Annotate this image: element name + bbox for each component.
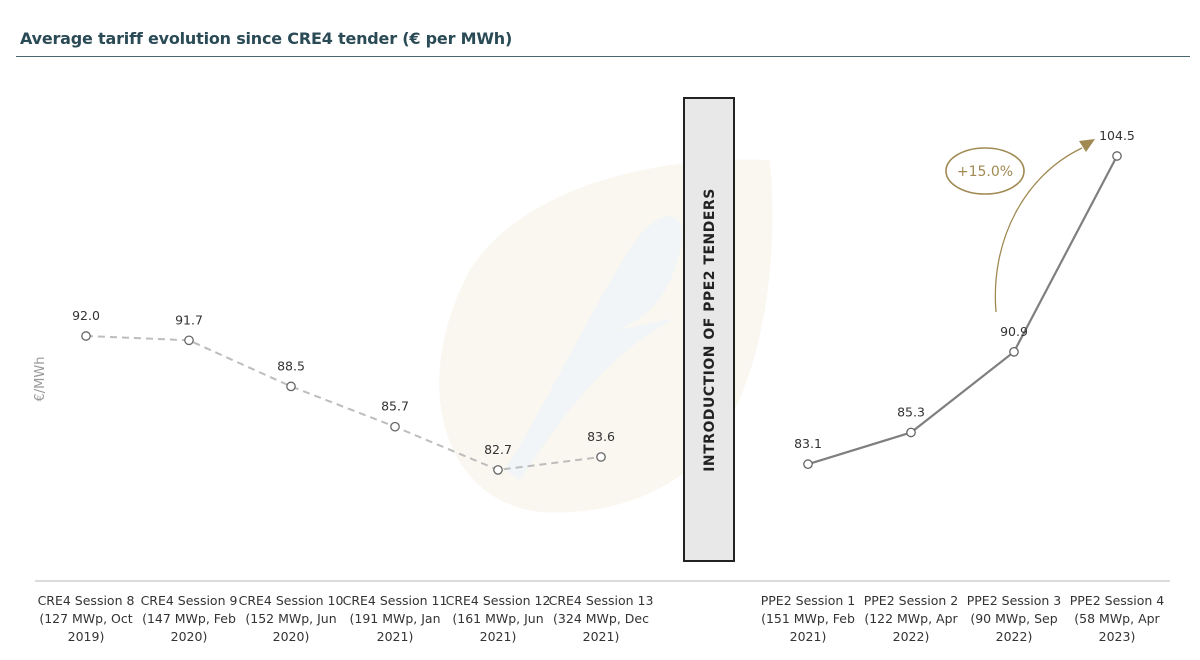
y-axis-label: €/MWh bbox=[33, 357, 48, 402]
x-tick-label-line: (147 MWp, Feb bbox=[142, 611, 236, 626]
banner-box bbox=[683, 97, 735, 562]
data-point bbox=[81, 331, 91, 341]
x-tick-label: PPE2 Session 4 (58 MWp, Apr 2023) bbox=[1070, 593, 1165, 644]
x-tick-label-line: 2022) bbox=[893, 629, 930, 644]
data-point bbox=[596, 452, 606, 462]
x-tick-label: CRE4 Session 8 (127 MWp, Oct 2019) bbox=[38, 593, 135, 644]
banner-label: INTRODUCTION OF PPE2 TENDERS bbox=[702, 188, 718, 472]
data-point bbox=[1009, 346, 1019, 357]
growth-oval bbox=[945, 147, 1025, 195]
data-label: 83.6 bbox=[587, 429, 615, 444]
x-tick-label-line: (151 MWp, Feb bbox=[761, 611, 855, 626]
watermark-stroke bbox=[505, 216, 683, 480]
x-tick-label-line: 2022) bbox=[996, 629, 1033, 644]
x-tick-label-line: 2020) bbox=[171, 629, 208, 644]
x-tick-label: CRE4 Session 9 (147 MWp, Feb 2020) bbox=[141, 593, 238, 644]
data-point bbox=[390, 421, 400, 432]
data-label: 104.5 bbox=[1099, 128, 1135, 143]
data-point bbox=[286, 381, 296, 392]
x-tick-label-line: (122 MWp, Apr bbox=[864, 611, 958, 626]
growth-label: +15.0% bbox=[957, 164, 1013, 180]
data-label: 83.1 bbox=[794, 436, 822, 451]
series-line-2 bbox=[807, 155, 1118, 466]
x-tick-label-line: (90 MWp, Sep bbox=[970, 611, 1057, 626]
data-point bbox=[1112, 151, 1122, 161]
data-label: 85.3 bbox=[897, 404, 925, 419]
x-tick-label: CRE4 Session 10 (152 MWp, Jun 2020) bbox=[239, 593, 344, 644]
x-tick-label-line: CRE4 Session 9 bbox=[141, 593, 238, 608]
x-tick-label-line: (191 MWp, Jan bbox=[349, 611, 440, 626]
series-line-1 bbox=[85, 335, 602, 471]
data-label: 85.7 bbox=[381, 399, 409, 414]
x-tick-label-line: PPE2 Session 3 bbox=[967, 593, 1062, 608]
x-tick-label-line: PPE2 Session 4 bbox=[1070, 593, 1165, 608]
chart-title: Average tariff evolution since CRE4 tend… bbox=[20, 29, 513, 48]
x-tick-label: PPE2 Session 1 (151 MWp, Feb 2021) bbox=[761, 593, 856, 644]
data-point bbox=[184, 335, 194, 346]
x-tick-label-line: 2021) bbox=[480, 629, 517, 644]
data-point bbox=[493, 465, 503, 475]
x-tick-label-line: 2021) bbox=[377, 629, 414, 644]
x-tick-label: CRE4 Session 12 (161 MWp, Jun 2021) bbox=[446, 593, 551, 644]
title-divider bbox=[16, 56, 1190, 57]
x-tick-label-line: 2023) bbox=[1099, 629, 1136, 644]
x-tick-label-line: 2019) bbox=[68, 629, 105, 644]
x-tick-label-line: CRE4 Session 11 bbox=[343, 593, 448, 608]
x-tick-label: CRE4 Session 13 (324 MWp, Dec 2021) bbox=[549, 593, 654, 644]
x-tick-label-line: CRE4 Session 8 bbox=[38, 593, 135, 608]
category-labels: CRE4 Session 8 (127 MWp, Oct 2019)CRE4 Ses… bbox=[38, 593, 1165, 644]
data-label: 88.5 bbox=[277, 358, 305, 373]
x-tick-label-line: (161 MWp, Jun bbox=[452, 611, 543, 626]
annotation-layer: +15.0% bbox=[945, 139, 1095, 313]
ppe2-introduction-banner: INTRODUCTION OF PPE2 TENDERS bbox=[683, 97, 735, 562]
x-tick-label-line: (58 MWp, Apr bbox=[1074, 611, 1160, 626]
x-tick-label-line: 2021) bbox=[790, 629, 827, 644]
x-tick-label: CRE4 Session 11 (191 MWp, Jan 2021) bbox=[343, 593, 448, 644]
x-tick-label: PPE2 Session 3 (90 MWp, Sep 2022) bbox=[967, 593, 1062, 644]
x-tick-label-line: CRE4 Session 13 bbox=[549, 593, 654, 608]
growth-arrow bbox=[994, 147, 1083, 313]
data-label: 90.9 bbox=[1000, 324, 1028, 339]
x-tick-label-line: CRE4 Session 12 bbox=[446, 593, 551, 608]
x-tick-label-line: PPE2 Session 1 bbox=[761, 593, 856, 608]
x-tick-label-line: (324 MWp, Dec bbox=[553, 611, 649, 626]
x-tick-label-line: 2021) bbox=[583, 629, 620, 644]
x-tick-label-line: PPE2 Session 2 bbox=[864, 593, 959, 608]
x-tick-label-line: 2020) bbox=[273, 629, 310, 644]
series-layer: 92.0 91.7 88.5 85.7 82.7 83.6 83.1 85.3 90.9 104.… bbox=[72, 128, 1135, 475]
data-point bbox=[803, 459, 813, 470]
data-point bbox=[906, 427, 916, 438]
data-label: 82.7 bbox=[484, 442, 512, 457]
x-tick-label-line: CRE4 Session 10 bbox=[239, 593, 344, 608]
growth-arrowhead bbox=[1079, 139, 1095, 152]
x-tick-label-line: (152 MWp, Jun bbox=[245, 611, 336, 626]
x-tick-label: PPE2 Session 2 (122 MWp, Apr 2022) bbox=[864, 593, 959, 644]
data-label: 92.0 bbox=[72, 308, 100, 323]
data-label: 91.7 bbox=[175, 312, 203, 327]
x-tick-label-line: (127 MWp, Oct bbox=[39, 611, 132, 626]
